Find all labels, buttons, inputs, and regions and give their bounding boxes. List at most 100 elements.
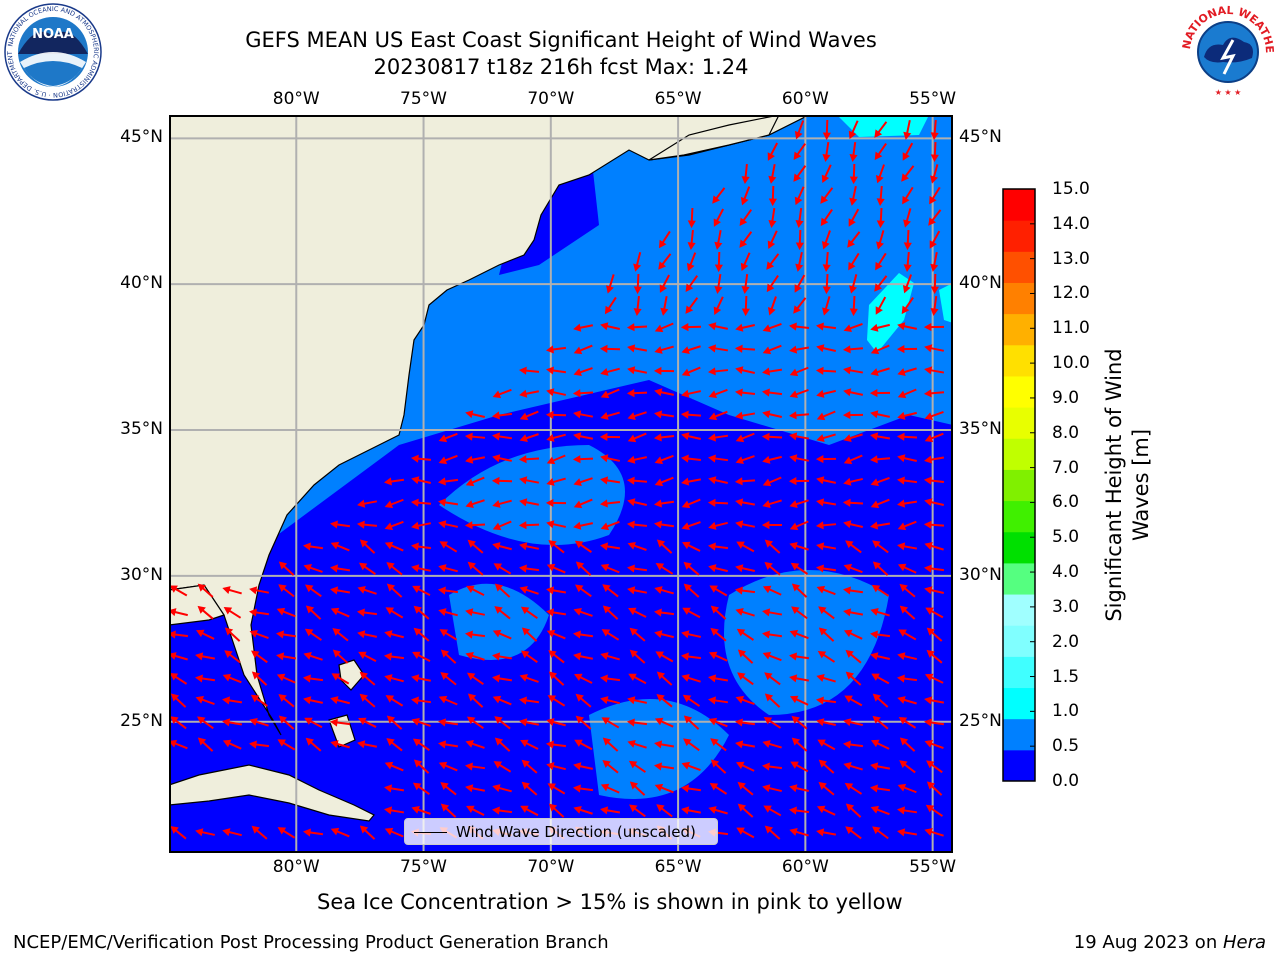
wave-direction-arrowhead bbox=[654, 630, 663, 639]
wave-direction-arrowhead bbox=[465, 762, 473, 771]
wave-direction-arrowhead bbox=[874, 151, 883, 161]
wave-direction-arrowhead bbox=[600, 322, 609, 331]
wave-direction-arrowhead bbox=[875, 306, 883, 315]
wave-direction-arrowhead bbox=[465, 784, 474, 793]
wave-direction-arrowhead bbox=[573, 432, 582, 441]
wave-direction-arrowhead bbox=[359, 825, 369, 834]
wave-direction-arrowhead bbox=[357, 630, 366, 639]
wave-direction-arrowhead bbox=[304, 628, 314, 637]
wave-direction-arrowhead bbox=[659, 284, 667, 293]
wave-direction-arrowhead bbox=[519, 673, 528, 682]
wave-direction-arrowhead bbox=[734, 344, 743, 353]
wave-direction-arrowhead bbox=[844, 782, 854, 791]
wave-direction-arrowhead bbox=[627, 541, 636, 550]
wave-direction-arrowhead bbox=[386, 715, 396, 724]
wave-direction-arrowhead bbox=[714, 241, 723, 250]
wave-direction-arrowhead bbox=[924, 455, 933, 464]
wave-direction-arrowhead bbox=[683, 583, 692, 592]
wave-direction-arrowhead bbox=[789, 806, 797, 815]
wave-direction-arrowhead bbox=[926, 781, 936, 790]
wave-direction-arrowhead bbox=[681, 432, 690, 441]
wave-direction-arrowhead bbox=[546, 520, 555, 529]
wave-direction-arrowhead bbox=[685, 305, 694, 314]
wave-direction-arrowhead bbox=[793, 305, 802, 314]
wave-direction-arrowhead bbox=[870, 432, 879, 441]
wave-direction-arrowhead bbox=[546, 563, 556, 572]
wave-direction-arrowhead bbox=[627, 455, 636, 464]
wave-direction-arrowhead bbox=[170, 825, 179, 834]
wave-direction-arrowhead bbox=[384, 674, 393, 683]
wave-direction-arrowhead bbox=[789, 500, 798, 508]
wave-direction-arrowhead bbox=[762, 740, 771, 748]
wave-direction-arrowhead bbox=[843, 608, 852, 617]
wave-direction-arrowhead bbox=[658, 239, 667, 249]
wave-direction-arrowhead bbox=[898, 629, 907, 637]
wave-direction-arrowhead bbox=[872, 561, 882, 570]
wave-direction-arrowhead bbox=[385, 695, 395, 703]
wave-direction-arrowhead bbox=[870, 784, 878, 793]
wave-direction-arrowhead bbox=[358, 717, 367, 726]
wave-direction-arrowhead bbox=[789, 345, 798, 354]
wave-direction-arrowhead bbox=[842, 740, 851, 749]
wave-direction-arrowhead bbox=[654, 762, 663, 771]
wave-direction-arrowhead bbox=[843, 563, 853, 572]
wave-direction-arrowhead bbox=[654, 324, 664, 333]
wave-direction-arrowhead bbox=[413, 759, 423, 768]
wave-direction-arrowhead bbox=[788, 476, 797, 486]
wave-direction-arrowhead bbox=[518, 455, 527, 464]
wave-direction-arrowhead bbox=[359, 539, 369, 548]
wave-direction-arrowhead bbox=[708, 806, 717, 814]
wave-direction-arrowhead bbox=[762, 585, 772, 594]
wave-direction-arrowhead bbox=[599, 499, 608, 508]
wave-direction-arrowhead bbox=[573, 323, 582, 332]
wave-direction-arrowhead bbox=[714, 285, 723, 294]
wave-direction-arrowhead bbox=[789, 674, 798, 683]
wave-direction-arrowhead bbox=[896, 344, 905, 354]
wave-direction-arrowhead bbox=[924, 673, 934, 682]
wave-direction-arrowhead bbox=[845, 649, 854, 658]
wave-direction-arrowhead bbox=[764, 539, 774, 548]
wave-direction-arrowhead bbox=[767, 307, 776, 316]
wave-direction-arrowhead bbox=[708, 651, 718, 660]
wave-direction-arrowhead bbox=[735, 411, 744, 420]
wave-direction-arrowhead bbox=[899, 583, 908, 592]
wave-direction-arrowhead bbox=[741, 286, 750, 294]
wave-direction-arrowhead bbox=[713, 218, 721, 227]
wave-direction-arrowhead bbox=[843, 456, 853, 465]
wave-direction-arrowhead bbox=[708, 476, 717, 485]
colorbar-swatch bbox=[1003, 282, 1035, 315]
wave-direction-arrowhead bbox=[600, 652, 609, 660]
wave-direction-arrowhead bbox=[546, 718, 555, 726]
wave-direction-arrowhead bbox=[304, 717, 313, 725]
wave-direction-arrowhead bbox=[574, 673, 583, 682]
wave-direction-arrowhead bbox=[169, 585, 178, 593]
wave-direction-arrowhead bbox=[357, 740, 366, 749]
wave-direction-arrowhead bbox=[494, 716, 503, 724]
wave-direction-arrowhead bbox=[546, 345, 554, 354]
wave-direction-arrowhead bbox=[546, 388, 555, 397]
wave-direction-arrowhead bbox=[845, 540, 854, 549]
wave-direction-arrowhead bbox=[599, 674, 608, 683]
wave-direction-arrowhead bbox=[848, 218, 856, 227]
colorbar-tick-label: 1.5 bbox=[1052, 666, 1080, 687]
wave-direction-arrowhead bbox=[413, 627, 422, 636]
wave-direction-arrowhead bbox=[707, 367, 716, 376]
wave-direction-arrowhead bbox=[899, 737, 909, 746]
wave-direction-arrowhead bbox=[305, 737, 314, 746]
wave-direction-arrowhead bbox=[790, 761, 799, 769]
wave-direction-arrowhead bbox=[359, 671, 368, 680]
wave-direction-arrowhead bbox=[519, 412, 529, 421]
wave-direction-arrowhead bbox=[467, 693, 477, 702]
wave-direction-arrowhead bbox=[195, 695, 204, 704]
colorbar-swatch bbox=[1003, 438, 1035, 470]
wave-direction-arrowhead bbox=[492, 784, 501, 792]
wave-direction-arrowhead bbox=[330, 564, 339, 573]
wave-direction-arrowhead bbox=[303, 696, 312, 705]
wave-direction-arrowhead bbox=[170, 716, 179, 725]
wave-direction-arrowhead bbox=[926, 760, 935, 769]
wave-direction-arrowhead bbox=[735, 456, 744, 465]
wave-direction-arrowhead bbox=[843, 388, 852, 397]
wave-direction-arrowhead bbox=[762, 367, 771, 376]
wave-direction-arrowhead bbox=[762, 455, 771, 464]
longitude-label: 70°W bbox=[527, 857, 575, 877]
